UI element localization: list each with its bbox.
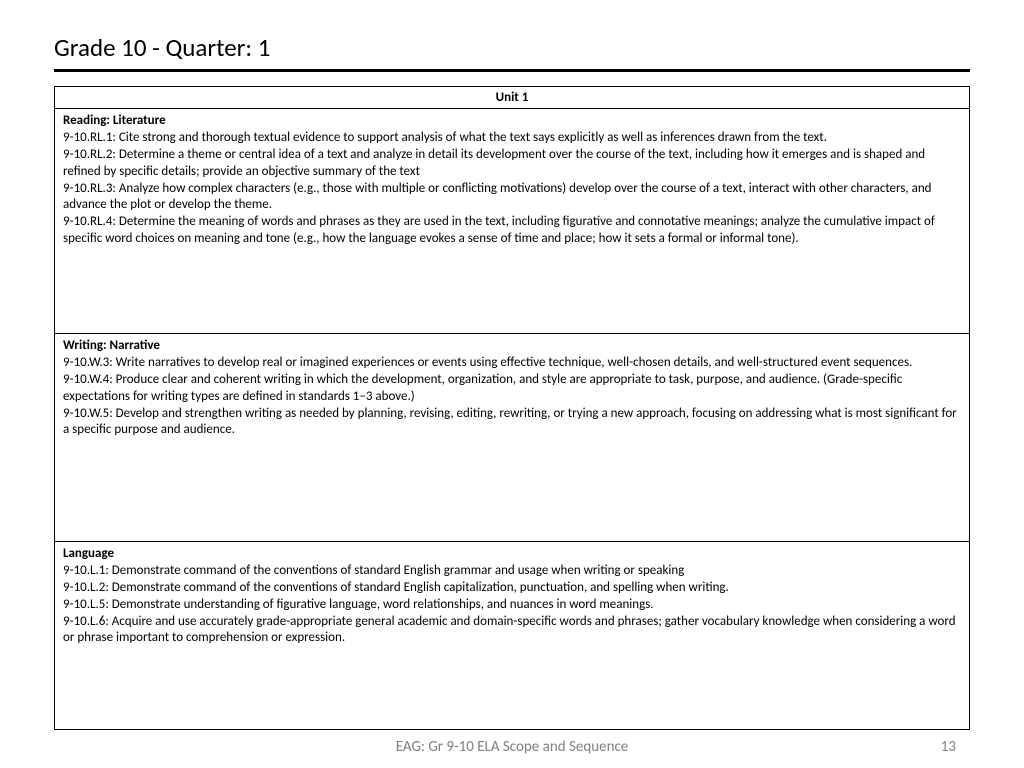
standard-text: 9-10.RL.4: Determine the meaning of word… [63,214,961,248]
standard-text: 9-10.W.5: Develop and strengthen writing… [63,406,961,440]
writing-section-cell: Writing: Narrative 9-10.W.3: Write narra… [55,334,970,542]
standard-text: 9-10.RL.2: Determine a theme or central … [63,147,961,181]
unit-header-cell: Unit 1 [55,87,970,109]
standards-table: Unit 1 Reading: Literature 9-10.RL.1: Ci… [54,86,970,730]
standard-text: 9-10.L.1: Demonstrate command of the con… [63,563,961,580]
standard-text: 9-10.L.5: Demonstrate understanding of f… [63,597,961,614]
standard-text: 9-10.W.4: Produce clear and coherent wri… [63,372,961,406]
page-container: Grade 10 - Quarter: 1 Unit 1 Reading: Li… [0,0,1024,730]
footer: EAG: Gr 9-10 ELA Scope and Sequence 13 [0,738,1024,756]
reading-section-cell: Reading: Literature 9-10.RL.1: Cite stro… [55,109,970,334]
page-number: 13 [941,738,956,756]
title-divider [54,69,970,72]
standard-text: 9-10.W.3: Write narratives to develop re… [63,355,961,372]
reading-heading: Reading: Literature [63,113,961,130]
language-section-cell: Language 9-10.L.1: Demonstrate command o… [55,542,970,730]
standard-text: 9-10.RL.1: Cite strong and thorough text… [63,130,961,147]
writing-heading: Writing: Narrative [63,338,961,355]
standard-text: 9-10.L.6: Acquire and use accurately gra… [63,614,961,648]
standard-text: 9-10.L.2: Demonstrate command of the con… [63,580,961,597]
standard-text: 9-10.RL.3: Analyze how complex character… [63,181,961,215]
page-title: Grade 10 - Quarter: 1 [54,32,970,69]
language-heading: Language [63,546,961,563]
footer-label: EAG: Gr 9-10 ELA Scope and Sequence [396,738,629,756]
